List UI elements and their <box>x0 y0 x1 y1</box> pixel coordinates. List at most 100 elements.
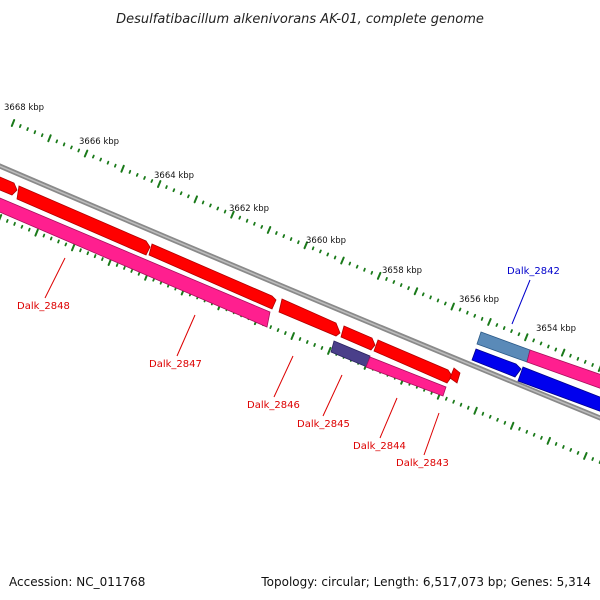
minor-tick <box>6 218 9 223</box>
major-tick <box>510 421 515 430</box>
minor-tick <box>407 286 410 291</box>
major-tick <box>597 365 600 372</box>
minor-tick <box>399 283 403 288</box>
minor-tick <box>115 263 119 267</box>
minor-tick <box>201 200 205 205</box>
minor-tick <box>49 236 53 241</box>
minor-tick <box>18 124 22 128</box>
minor-tick <box>40 133 44 138</box>
minor-tick <box>260 224 264 229</box>
gene-label-dalk-2843[interactable]: Dalk_2843 <box>396 458 449 469</box>
gene-label-dalk-2848[interactable]: Dalk_2848 <box>17 301 70 312</box>
gene-feature[interactable] <box>471 348 522 378</box>
minor-tick <box>297 240 300 245</box>
minor-tick <box>583 359 587 364</box>
minor-tick <box>298 337 302 341</box>
minor-tick <box>503 420 507 425</box>
tick-label-3658: 3658 kbp <box>382 266 422 276</box>
minor-tick <box>216 206 220 211</box>
major-tick <box>327 346 332 355</box>
minor-tick <box>128 169 132 174</box>
minor-tick <box>319 249 322 254</box>
minor-tick <box>385 276 388 281</box>
minor-tick <box>276 328 280 333</box>
major-tick <box>34 228 39 237</box>
minor-tick <box>496 417 499 422</box>
minor-tick <box>348 261 352 266</box>
major-tick <box>583 452 588 460</box>
gene-feature[interactable] <box>148 243 277 310</box>
minor-tick <box>238 215 242 220</box>
gene-feature[interactable] <box>365 356 447 397</box>
gene-feature[interactable] <box>517 366 600 413</box>
minor-tick <box>473 313 477 318</box>
minor-tick <box>70 145 73 150</box>
minor-tick <box>355 264 359 269</box>
tick-labels: 3668 kbp 3666 kbp 3664 kbp 3662 kbp 3660… <box>4 103 576 334</box>
major-tick <box>157 180 162 188</box>
major-tick <box>230 210 235 219</box>
minor-tick <box>554 347 558 352</box>
major-tick <box>340 256 345 265</box>
tick-label-3656: 3656 kbp <box>459 295 499 305</box>
gene-feature[interactable] <box>449 367 461 384</box>
minor-tick <box>86 251 90 256</box>
minor-tick <box>320 345 324 350</box>
gene-feature[interactable] <box>0 196 271 328</box>
gene-feature[interactable] <box>16 185 151 256</box>
major-tick <box>473 406 478 415</box>
minor-tick <box>591 362 594 367</box>
minor-tick <box>172 188 176 193</box>
tick-label-3664: 3664 kbp <box>154 171 194 181</box>
major-tick <box>47 134 52 143</box>
minor-tick <box>187 194 190 199</box>
upper-tick-row <box>10 119 600 372</box>
minor-tick <box>540 435 543 440</box>
major-tick <box>487 318 492 326</box>
minor-tick <box>313 342 316 347</box>
gene-feature[interactable] <box>526 349 600 390</box>
major-tick <box>0 214 3 221</box>
minor-tick <box>459 402 463 407</box>
gene-feature[interactable] <box>373 339 453 384</box>
minor-tick <box>79 248 82 253</box>
minor-tick <box>311 246 315 251</box>
minor-tick <box>326 252 330 257</box>
minor-tick <box>106 160 110 165</box>
genome-stats-text: Topology: circular; Length: 6,517,073 bp… <box>260 575 591 589</box>
minor-tick <box>269 325 273 330</box>
minor-tick <box>525 429 529 434</box>
gene-label-dalk-2847[interactable]: Dalk_2847 <box>149 359 202 370</box>
major-tick <box>560 348 566 357</box>
minor-tick <box>77 148 81 153</box>
major-tick <box>290 332 295 340</box>
major-tick <box>524 333 529 342</box>
minor-tick <box>33 130 37 135</box>
gene-label-dalk-2845[interactable]: Dalk_2845 <box>297 419 350 430</box>
minor-tick <box>135 172 139 177</box>
minor-tick <box>481 411 485 416</box>
gene-label-dalk-2842[interactable]: Dalk_2842 <box>507 266 560 277</box>
minor-tick <box>143 175 146 180</box>
minor-tick <box>458 307 462 312</box>
gene-label-dalk-2846[interactable]: Dalk_2846 <box>247 400 300 411</box>
minor-tick <box>64 242 68 247</box>
minor-tick <box>305 340 309 344</box>
gene-feature[interactable] <box>0 175 18 196</box>
minor-tick <box>576 450 580 455</box>
gene-label-dalk-2844[interactable]: Dalk_2844 <box>353 441 406 452</box>
gene-feature[interactable] <box>278 298 341 337</box>
minor-tick <box>591 457 594 461</box>
minor-tick <box>150 179 154 183</box>
gene-feature[interactable] <box>340 325 376 351</box>
tick-label-3666: 3666 kbp <box>79 137 119 147</box>
right-side-genes <box>471 331 600 413</box>
map-title: Desulfatibacillum alkenivorans AK-01, co… <box>116 12 484 27</box>
minor-tick <box>13 221 16 226</box>
minor-tick <box>443 301 447 306</box>
minor-tick <box>562 444 565 449</box>
minor-tick <box>62 142 66 147</box>
minor-tick <box>466 310 469 315</box>
minor-tick <box>576 356 580 361</box>
